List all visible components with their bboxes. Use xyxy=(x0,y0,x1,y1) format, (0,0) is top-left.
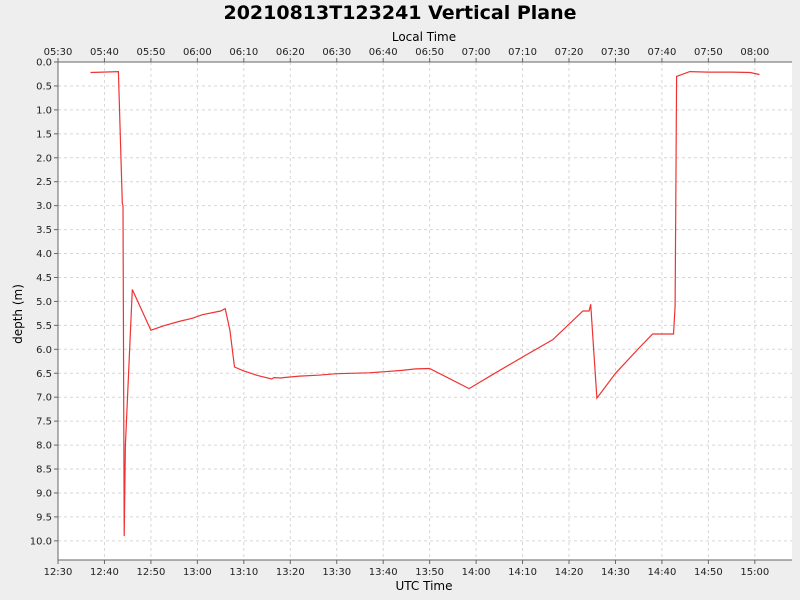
x2-tick-label: 06:40 xyxy=(369,47,398,58)
x2-tick-label: 08:00 xyxy=(740,47,769,58)
y-tick-label: 1.0 xyxy=(36,105,52,116)
y-tick-label: 3.0 xyxy=(36,201,52,212)
x-tick-label: 13:30 xyxy=(322,567,351,578)
y-tick-label: 5.5 xyxy=(36,321,52,332)
x-tick-label: 13:10 xyxy=(229,567,258,578)
y-tick-label: 8.0 xyxy=(36,441,52,452)
x-axis-title: UTC Time xyxy=(396,579,453,593)
x2-tick-label: 07:40 xyxy=(648,47,677,58)
x2-tick-label: 05:50 xyxy=(136,47,165,58)
x-tick-label: 13:00 xyxy=(183,567,212,578)
x-tick-label: 12:40 xyxy=(90,567,119,578)
x2-tick-label: 07:50 xyxy=(694,47,723,58)
y-tick-label: 8.5 xyxy=(36,465,52,476)
x2-tick-label: 07:30 xyxy=(601,47,630,58)
x-tick-label: 13:50 xyxy=(415,567,444,578)
x2-tick-label: 06:10 xyxy=(229,47,258,58)
x-tick-label: 14:20 xyxy=(555,567,584,578)
x-tick-label: 13:40 xyxy=(369,567,398,578)
x2-tick-label: 07:00 xyxy=(462,47,491,58)
x-tick-label: 14:10 xyxy=(508,567,537,578)
y-tick-label: 10.0 xyxy=(30,536,52,547)
y-tick-label: 6.0 xyxy=(36,345,52,356)
chart-title: 20210813T123241 Vertical Plane xyxy=(223,2,576,24)
x-tick-label: 12:30 xyxy=(44,567,73,578)
x2-tick-label: 06:00 xyxy=(183,47,212,58)
y-tick-label: 2.5 xyxy=(36,177,52,188)
plot-area xyxy=(58,62,792,560)
x2-tick-label: 06:30 xyxy=(322,47,351,58)
x-tick-label: 12:50 xyxy=(136,567,165,578)
x-tick-label: 14:50 xyxy=(694,567,723,578)
y-tick-label: 7.0 xyxy=(36,393,52,404)
y-tick-label: 7.5 xyxy=(36,417,52,428)
x2-axis-title: Local Time xyxy=(392,30,456,44)
y-tick-label: 9.0 xyxy=(36,488,52,499)
y-tick-label: 4.0 xyxy=(36,249,52,260)
y-tick-label: 3.5 xyxy=(36,225,52,236)
x2-tick-label: 05:30 xyxy=(44,47,73,58)
x-tick-label: 15:00 xyxy=(740,567,769,578)
x-tick-label: 14:30 xyxy=(601,567,630,578)
x-tick-label: 14:00 xyxy=(462,567,491,578)
x2-tick-label: 07:10 xyxy=(508,47,537,58)
x2-tick-label: 07:20 xyxy=(555,47,584,58)
y-tick-label: 9.5 xyxy=(36,512,52,523)
y-tick-label: 0.5 xyxy=(36,81,52,92)
y-tick-label: 6.5 xyxy=(36,369,52,380)
y-axis-title: depth (m) xyxy=(11,284,25,344)
ticks: 12:30 05:30 12:40 05:40 12:50 05:50 13:00 06:00… xyxy=(30,47,770,578)
x-tick-label: 13:20 xyxy=(276,567,305,578)
x2-tick-label: 06:20 xyxy=(276,47,305,58)
x2-tick-label: 06:50 xyxy=(415,47,444,58)
y-tick-label: 0.0 xyxy=(36,58,52,69)
y-tick-label: 2.0 xyxy=(36,153,52,164)
x-tick-label: 14:40 xyxy=(648,567,677,578)
x2-tick-label: 05:40 xyxy=(90,47,119,58)
y-tick-label: 4.5 xyxy=(36,273,52,284)
y-tick-label: 5.0 xyxy=(36,297,52,308)
depth-series-line xyxy=(90,70,760,537)
y-tick-label: 1.5 xyxy=(36,129,52,140)
